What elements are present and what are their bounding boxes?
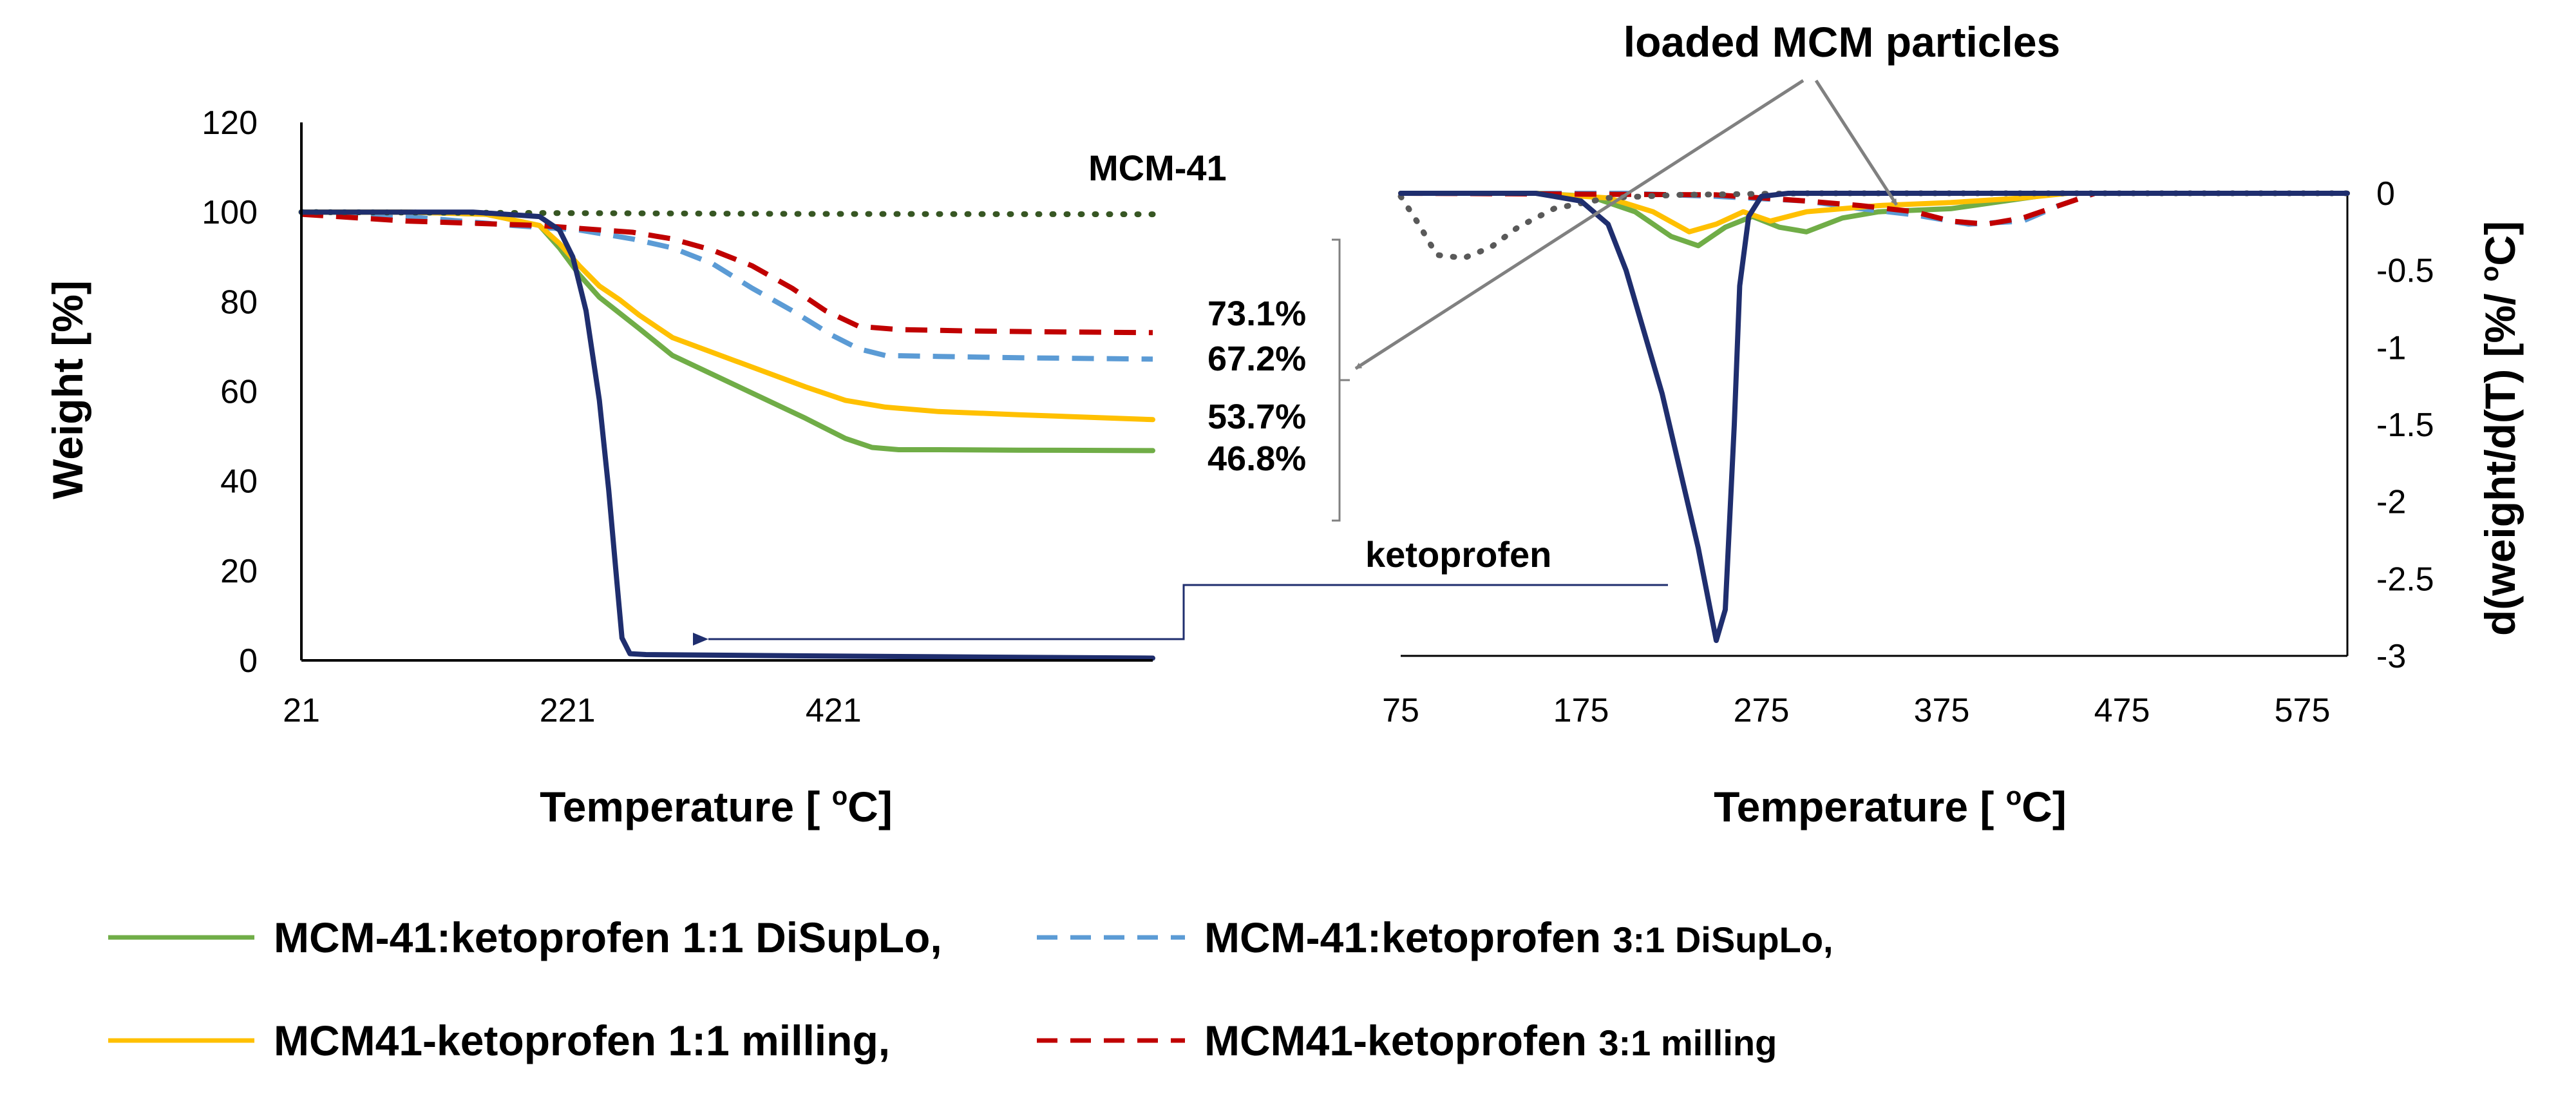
left-y-tick-80: 80 xyxy=(220,283,258,321)
ketoprofen-annotation: ketoprofen xyxy=(1365,534,1551,575)
legend-label-red: MCM41-ketoprofen 3:1 milling xyxy=(1204,1017,1777,1064)
ketoprofen-callout-line xyxy=(693,584,1668,646)
legend-label-blue: MCM-41:ketoprofen 3:1 DiSupLo, xyxy=(1204,914,1833,961)
left-x-tick-labels: 21 221 421 xyxy=(283,692,862,729)
right-y-tick-neg2: -2 xyxy=(2376,484,2406,521)
right-x-tick-275: 275 xyxy=(1734,692,1790,729)
right-series-ketoprofen xyxy=(1398,191,2350,644)
left-x-tick-421: 421 xyxy=(806,692,862,729)
left-y-tick-0: 0 xyxy=(239,642,258,680)
left-x-tick-221: 221 xyxy=(540,692,596,729)
left-x-axis-title: Temperature [ oC] xyxy=(540,782,893,830)
right-y-tick-neg0-5: -0.5 xyxy=(2376,253,2434,290)
left-series-ketoprofen xyxy=(299,209,1155,661)
residue-label-67: 67.2% xyxy=(1208,340,1306,378)
right-y-axis-title: d(weight/d(T) [%/ oC] xyxy=(2476,221,2524,636)
right-y-tick-neg1: -1 xyxy=(2376,329,2406,367)
right-series-mcm-41-ketoprofen-3-1-disuplo xyxy=(1401,191,2347,227)
left-y-tick-120: 120 xyxy=(202,104,258,142)
loaded-mcm-annotation: loaded MCM particles xyxy=(1624,18,2060,66)
left-y-axis-title: Weight [%] xyxy=(44,280,91,499)
right-y-tick-neg1-5: -1.5 xyxy=(2376,407,2434,444)
right-series-mcm-41 xyxy=(1397,190,2351,261)
right-series-mcm41-ketoprofen-3-1-milling xyxy=(1400,191,2347,227)
right-chart-panel: 0 -0.5 -1 -1.5 -2 -2.5 -3 75 175 275 375 475 575 d(… xyxy=(1354,18,2524,830)
left-y-tick-40: 40 xyxy=(220,463,258,501)
right-x-tick-375: 375 xyxy=(1914,692,1970,729)
right-x-tick-175: 175 xyxy=(1553,692,1609,729)
right-series-mcm-41-ketoprofen-1-1-disuplo xyxy=(1398,191,2350,249)
left-series-mcm-41 xyxy=(298,209,1156,218)
residue-label-47: 46.8% xyxy=(1208,439,1306,478)
left-chart-panel: 0 20 40 60 80 100 120 21 221 421 Weight [%] Temp… xyxy=(44,104,1668,830)
left-y-tick-100: 100 xyxy=(202,194,258,231)
right-y-tick-0: 0 xyxy=(2376,175,2395,213)
loaded-arrow-to-curves xyxy=(1814,79,1899,206)
residue-label-54: 53.7% xyxy=(1208,398,1306,436)
left-y-tick-20: 20 xyxy=(220,553,258,590)
right-y-tick-labels: 0 -0.5 -1 -1.5 -2 -2.5 -3 xyxy=(2376,175,2434,675)
residue-label-73: 73.1% xyxy=(1208,294,1306,333)
left-x-tick-21: 21 xyxy=(283,692,320,729)
right-x-tick-575: 575 xyxy=(2275,692,2331,729)
legend-label-green: MCM-41:ketoprofen 1:1 DiSupLo, xyxy=(274,914,942,961)
left-series-mcm-41-ketoprofen-3-1-disuplo xyxy=(301,209,1153,362)
right-x-tick-labels: 75 175 275 375 475 575 xyxy=(1382,692,2330,729)
right-y-tick-neg2-5: -2.5 xyxy=(2376,561,2434,598)
right-series-group xyxy=(1397,190,2351,644)
left-y-tick-labels: 0 20 40 60 80 100 120 xyxy=(202,104,258,680)
loaded-arrow-to-residues xyxy=(1354,79,1804,370)
residue-bracket xyxy=(1332,238,1350,522)
right-x-axis-title: Temperature [ oC] xyxy=(1714,782,2067,830)
left-y-tick-60: 60 xyxy=(220,374,258,411)
left-series-group xyxy=(298,209,1156,661)
legend-label-yellow: MCM41-ketoprofen 1:1 milling, xyxy=(274,1017,890,1064)
legend: MCM-41:ketoprofen 1:1 DiSupLo, MCM-41:ke… xyxy=(108,914,1833,1064)
right-y-tick-neg3: -3 xyxy=(2376,638,2406,675)
right-x-tick-475: 475 xyxy=(2094,692,2150,729)
mcm41-annotation: MCM-41 xyxy=(1088,148,1227,188)
right-x-tick-75: 75 xyxy=(1382,692,1419,729)
left-series-mcm41-ketoprofen-1-1-milling xyxy=(299,209,1155,423)
